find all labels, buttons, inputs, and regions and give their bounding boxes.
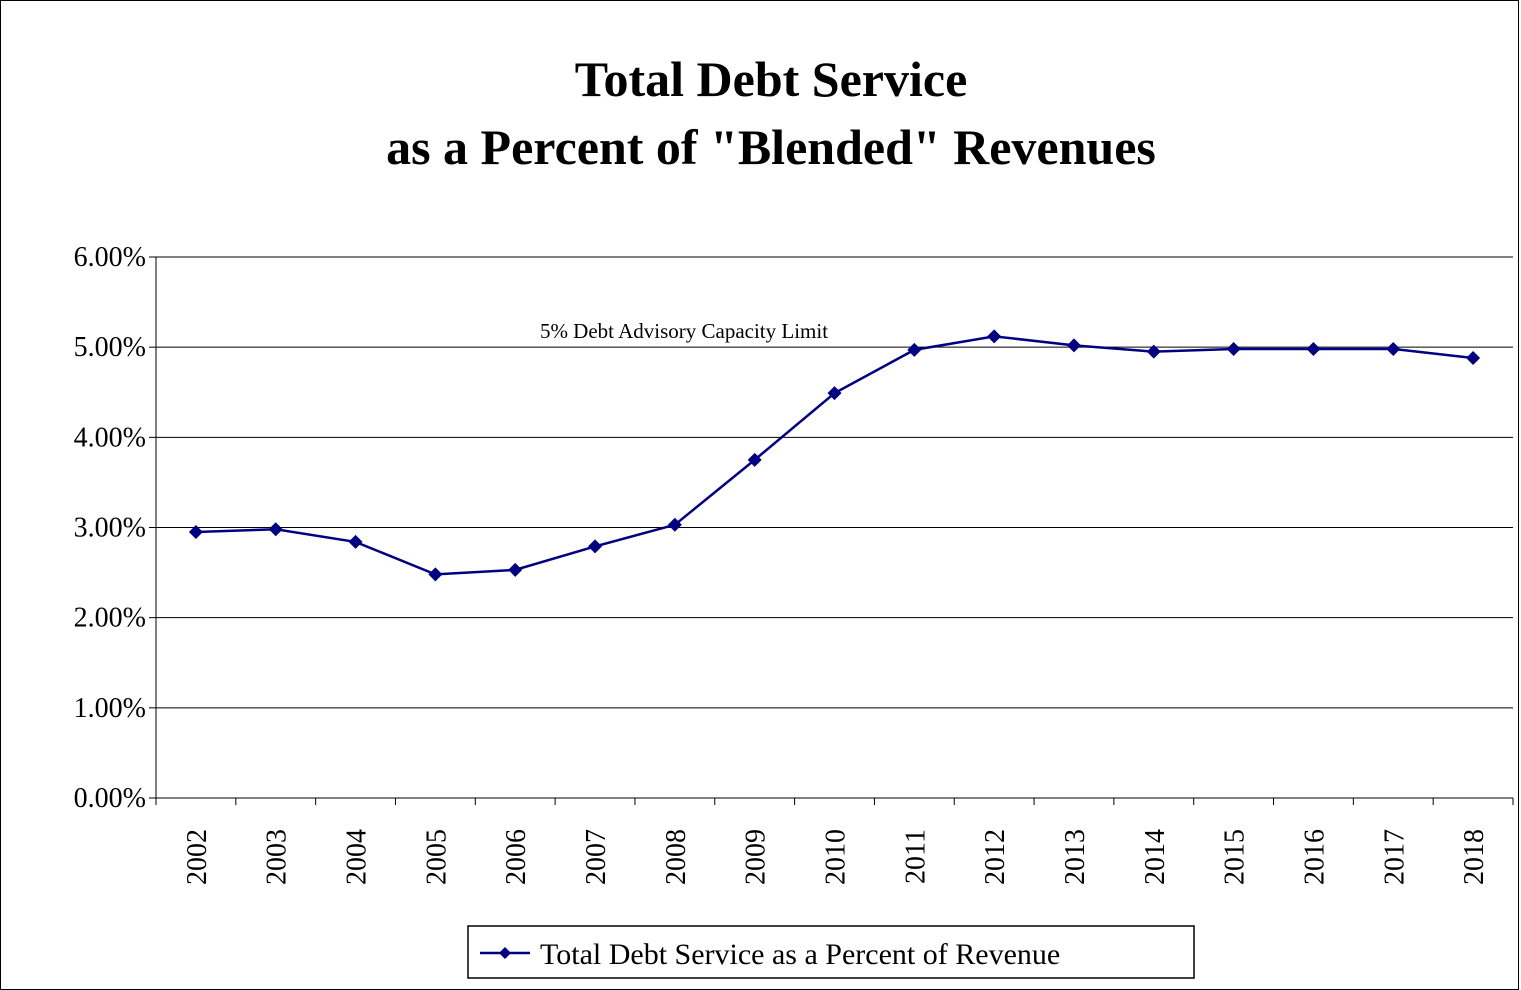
y-tick-label-3: 3.00% bbox=[74, 513, 146, 544]
data-point-2004 bbox=[348, 534, 363, 549]
y-tick-label-1: 1.00% bbox=[74, 693, 146, 724]
legend-box bbox=[467, 925, 1195, 979]
chart-title-line-2: as a Percent of "Blended" Revenues bbox=[386, 119, 1156, 175]
x-tick-label-2010: 2010 bbox=[821, 829, 852, 885]
chart-title: Total Debt Service as a Percent of "Blen… bbox=[386, 51, 1156, 175]
y-tick-label-4: 4.00% bbox=[74, 422, 146, 453]
legend-diamond-marker bbox=[499, 947, 511, 959]
x-tick-label-2011: 2011 bbox=[900, 829, 931, 884]
annotations: 5% Debt Advisory Capacity Limit bbox=[540, 319, 828, 343]
x-tick-label-2014: 2014 bbox=[1140, 829, 1171, 885]
gridlines bbox=[156, 256, 1513, 709]
data-point-2017 bbox=[1386, 341, 1401, 356]
legend: Total Debt Service as a Percent of Reven… bbox=[467, 925, 1195, 979]
data-point-2012 bbox=[987, 329, 1002, 344]
data-point-2013 bbox=[1066, 338, 1081, 353]
data-point-2018 bbox=[1466, 350, 1481, 365]
x-tick-label-2017: 2017 bbox=[1379, 829, 1410, 885]
y-tick-label-5: 5.00% bbox=[74, 332, 146, 363]
data-point-2016 bbox=[1306, 341, 1321, 356]
series-layer bbox=[188, 329, 1481, 582]
data-point-2009 bbox=[747, 452, 762, 467]
data-point-2015 bbox=[1226, 341, 1241, 356]
axes bbox=[149, 256, 1514, 805]
data-point-2002 bbox=[188, 525, 203, 540]
y-tick-label-2: 2.00% bbox=[74, 603, 146, 634]
chart-title-line-1: Total Debt Service bbox=[575, 51, 968, 107]
data-point-2011 bbox=[907, 342, 922, 357]
data-point-2005 bbox=[428, 567, 443, 582]
x-tick-label-2003: 2003 bbox=[262, 829, 293, 885]
x-tick-label-2015: 2015 bbox=[1220, 829, 1251, 885]
x-axis-tick-labels: 2002 2003 2004 2005 2006 2007 2008 2009 2010 2011… bbox=[182, 829, 1490, 885]
x-tick-label-2009: 2009 bbox=[741, 829, 772, 885]
y-axis-tick-labels: 0.00% 1.00% 2.00% 3.00% 4.00% 5.00% 6.00% bbox=[74, 242, 146, 814]
data-point-2007 bbox=[588, 539, 603, 554]
legend-label: Total Debt Service as a Percent of Reven… bbox=[540, 938, 1060, 971]
x-tick-label-2004: 2004 bbox=[342, 829, 373, 885]
x-tick-label-2006: 2006 bbox=[501, 829, 532, 885]
data-point-2014 bbox=[1146, 344, 1161, 359]
capacity-limit-annotation: 5% Debt Advisory Capacity Limit bbox=[540, 319, 828, 343]
x-tick-label-2007: 2007 bbox=[581, 829, 612, 885]
y-tick-label-0: 0.00% bbox=[74, 783, 146, 814]
series-line-0 bbox=[195, 335, 1474, 576]
data-point-2010 bbox=[827, 386, 842, 401]
data-point-2003 bbox=[268, 522, 283, 537]
x-tick-label-2008: 2008 bbox=[661, 829, 692, 885]
x-tick-label-2012: 2012 bbox=[980, 829, 1011, 885]
x-tick-label-2002: 2002 bbox=[182, 829, 213, 885]
data-point-2008 bbox=[667, 517, 682, 532]
data-point-2006 bbox=[508, 562, 523, 577]
x-tick-label-2018: 2018 bbox=[1459, 829, 1490, 885]
x-tick-label-2016: 2016 bbox=[1299, 829, 1330, 885]
x-tick-label-2013: 2013 bbox=[1060, 829, 1091, 885]
y-tick-label-6: 6.00% bbox=[74, 242, 146, 273]
x-tick-label-2005: 2005 bbox=[421, 829, 452, 885]
